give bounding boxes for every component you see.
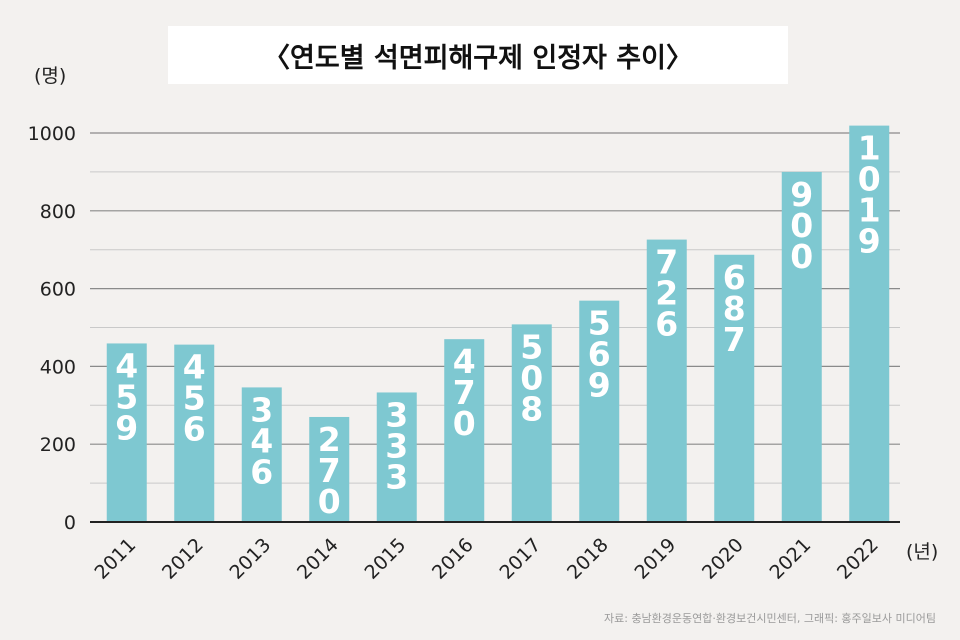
y-tick-label: 200 (40, 434, 76, 456)
x-axis-unit: (년) (906, 541, 938, 563)
x-tick-label: 2011 (91, 534, 141, 584)
bar-2015 (376, 392, 417, 522)
bar-2017 (511, 324, 552, 522)
bar-2019 (646, 239, 687, 522)
bar-2011 (106, 343, 147, 522)
x-tick-label: 2018 (563, 534, 613, 584)
bar-2022 (849, 125, 890, 522)
x-tick-label: 2019 (631, 534, 681, 584)
bar-2020 (714, 254, 755, 522)
y-tick-label: 800 (40, 201, 76, 223)
y-tick-label: 1000 (28, 123, 76, 145)
x-tick-label: 2020 (698, 534, 748, 584)
x-tick-label: 2015 (361, 534, 411, 584)
x-tick-label: 2022 (833, 534, 883, 584)
x-tick-label: 2013 (226, 534, 276, 584)
x-tick-label: 2021 (766, 534, 816, 584)
bar-2012 (174, 344, 215, 522)
source-credit: 자료: 충남환경운동연합·환경보건시민센터, 그래픽: 홍주일보사 미디어팀 (604, 612, 936, 625)
chart-title: 〈연도별 석면피해구제 인정자 추이〉 (168, 26, 788, 84)
y-axis-unit: (명) (34, 65, 66, 87)
bar-2013 (241, 387, 282, 522)
x-tick-label: 2012 (158, 534, 208, 584)
y-tick-label: 0 (64, 512, 76, 534)
bar-2016 (444, 339, 485, 522)
bar-2014 (309, 416, 350, 522)
x-tick-label: 2014 (293, 534, 343, 584)
bar-2018 (579, 300, 620, 522)
y-tick-label: 400 (40, 356, 76, 378)
x-tick-label: 2017 (496, 534, 546, 584)
x-tick-label: 2016 (428, 534, 478, 584)
y-tick-label: 600 (40, 279, 76, 301)
bar-2021 (781, 171, 822, 522)
